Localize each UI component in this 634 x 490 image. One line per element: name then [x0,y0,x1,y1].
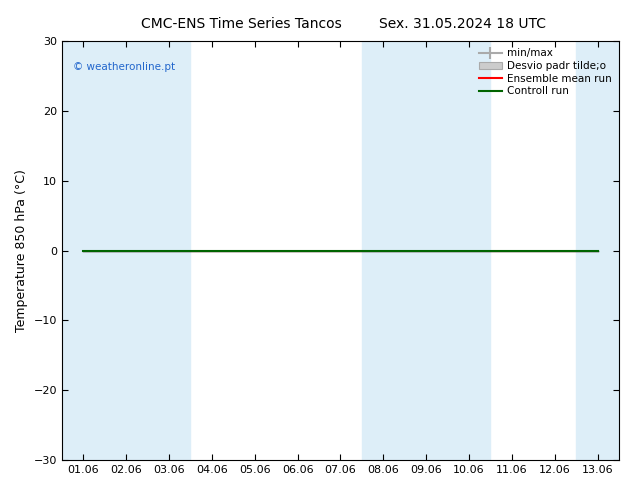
Y-axis label: Temperature 850 hPa (°C): Temperature 850 hPa (°C) [15,169,28,332]
Bar [62,41,105,460]
Text: Sex. 31.05.2024 18 UTC: Sex. 31.05.2024 18 UTC [379,17,547,31]
Bar [404,41,448,460]
Text: CMC-ENS Time Series Tancos: CMC-ENS Time Series Tancos [141,17,341,31]
Legend: min/max, Desvio padr tilde;o, Ensemble mean run, Controll run: min/max, Desvio padr tilde;o, Ensemble m… [477,46,614,98]
Bar [448,41,491,460]
Bar [576,41,619,460]
Bar [362,41,404,460]
Text: © weatheronline.pt: © weatheronline.pt [73,62,175,72]
Bar [148,41,190,460]
Bar [105,41,148,460]
